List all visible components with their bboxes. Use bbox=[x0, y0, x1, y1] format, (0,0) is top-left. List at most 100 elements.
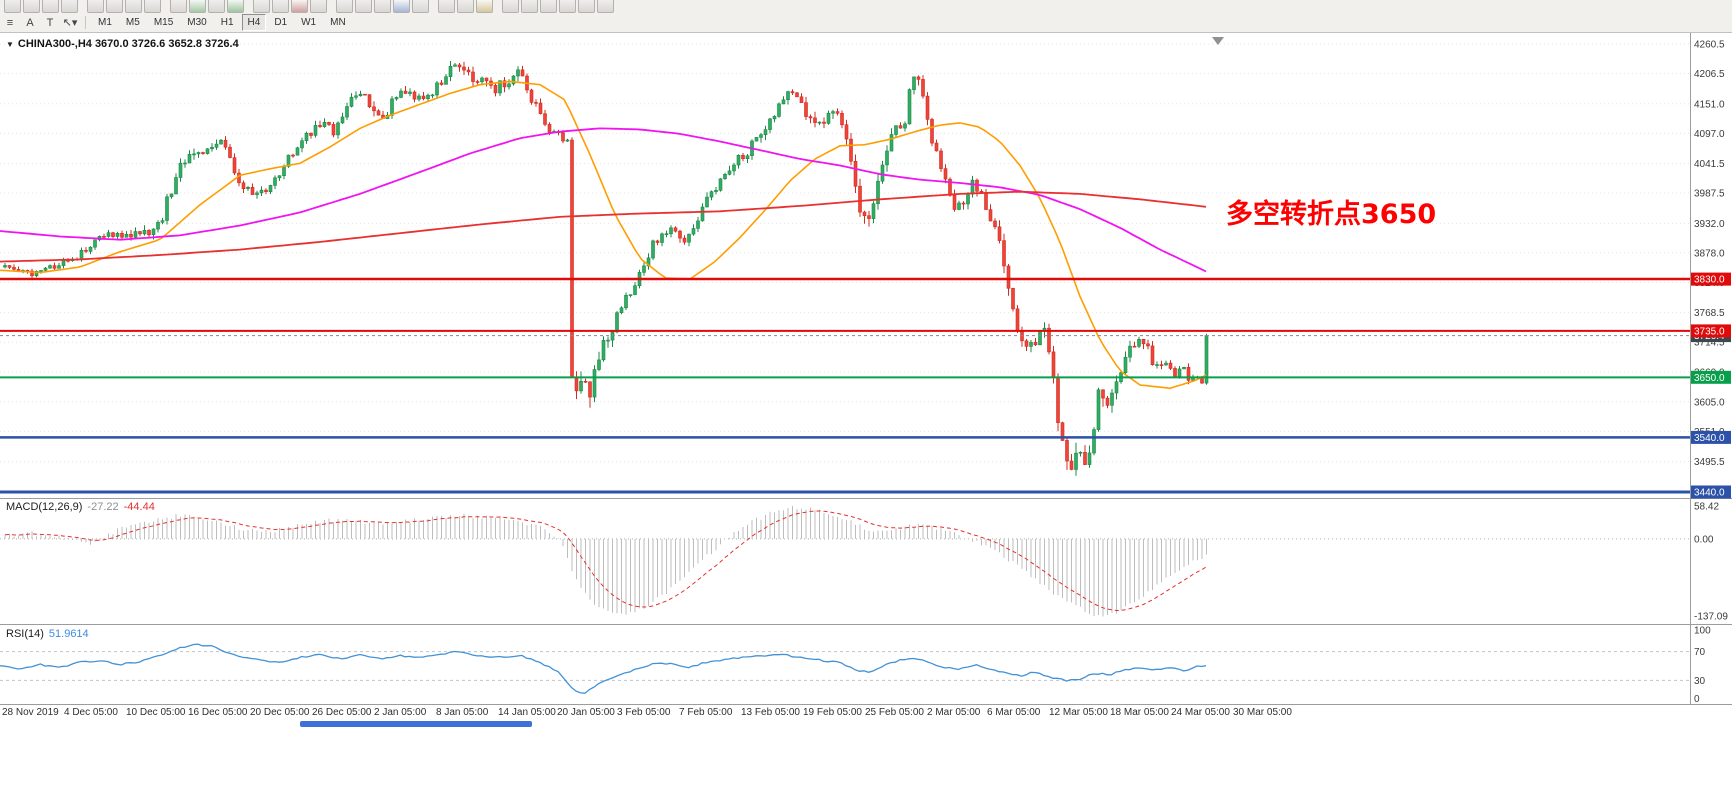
terminal-icon[interactable] bbox=[144, 0, 161, 13]
timeframe-h4-button[interactable]: H4 bbox=[241, 14, 267, 31]
rsi-panel bbox=[0, 643, 1690, 694]
symbol-dropdown-icon[interactable]: ▼ bbox=[6, 39, 14, 49]
market-watch-icon[interactable] bbox=[87, 0, 104, 13]
price-axis: 4260.5 4206.5 4151.0 4097.0 4041.5 3987.5 3932… bbox=[1694, 40, 1725, 499]
svg-text:4260.5: 4260.5 bbox=[1694, 40, 1725, 51]
svg-text:0: 0 bbox=[1694, 694, 1700, 705]
horizontal-line-icon[interactable] bbox=[540, 0, 557, 13]
rsi-line bbox=[0, 643, 1207, 694]
auto-arrange-icon[interactable] bbox=[374, 0, 391, 13]
text-tool-button[interactable]: T bbox=[46, 16, 54, 29]
svg-text:3987.5: 3987.5 bbox=[1694, 189, 1725, 200]
autotrading-icon[interactable] bbox=[227, 0, 244, 13]
chart-candles-icon[interactable] bbox=[291, 0, 308, 13]
new-chart-icon[interactable] bbox=[23, 0, 40, 13]
svg-text:3605.0: 3605.0 bbox=[1694, 397, 1725, 408]
indicators-icon[interactable] bbox=[438, 0, 455, 13]
help-icon[interactable] bbox=[597, 0, 614, 13]
svg-text:19 Feb 05:00: 19 Feb 05:00 bbox=[803, 707, 862, 718]
svg-text:8 Jan 05:00: 8 Jan 05:00 bbox=[436, 707, 489, 718]
svg-text:3650.0: 3650.0 bbox=[1694, 373, 1725, 384]
macd-signal-line bbox=[4, 510, 1207, 612]
chart-title: ▼ CHINA300-,H4 3670.0 3726.6 3652.8 3726… bbox=[6, 38, 239, 50]
toolbar-separator bbox=[85, 16, 86, 29]
cascade-windows-icon[interactable] bbox=[412, 0, 429, 13]
chart-line-icon[interactable] bbox=[310, 0, 327, 13]
svg-text:100: 100 bbox=[1694, 626, 1711, 637]
svg-text:4151.0: 4151.0 bbox=[1694, 99, 1725, 110]
menu-icon[interactable] bbox=[4, 0, 21, 13]
strategy-tester-icon[interactable] bbox=[170, 0, 187, 13]
fibonacci-icon[interactable] bbox=[578, 0, 595, 13]
timeframe-mn-button[interactable]: MN bbox=[330, 17, 346, 28]
svg-text:4097.0: 4097.0 bbox=[1694, 129, 1725, 140]
svg-text:3768.5: 3768.5 bbox=[1694, 308, 1725, 319]
menu-lines-button[interactable]: ≡ bbox=[6, 16, 14, 29]
svg-text:6 Mar 05:00: 6 Mar 05:00 bbox=[987, 707, 1041, 718]
svg-text:58.42: 58.42 bbox=[1694, 502, 1719, 513]
svg-text:16 Dec 05:00: 16 Dec 05:00 bbox=[188, 707, 248, 718]
timeframe-d1-button[interactable]: D1 bbox=[274, 17, 288, 28]
timeframe-w1-button[interactable]: W1 bbox=[301, 17, 317, 28]
chart-bars-icon[interactable] bbox=[272, 0, 289, 13]
profiles-icon[interactable] bbox=[61, 0, 78, 13]
svg-text:20 Dec 05:00: 20 Dec 05:00 bbox=[250, 707, 310, 718]
toolbar-tools: ≡ A T ↖▾ bbox=[0, 15, 80, 30]
chart-title-text: CHINA300-,H4 3670.0 3726.6 3652.8 3726.4 bbox=[17, 38, 239, 50]
new-order-icon[interactable] bbox=[189, 0, 206, 13]
vertical-line-icon[interactable] bbox=[521, 0, 538, 13]
timeframe-bar: M1 M5 M15 M30 H1 H4 D1 W1 MN bbox=[91, 14, 353, 31]
svg-text:3878.0: 3878.0 bbox=[1694, 248, 1725, 259]
rsi-value: 51.9614 bbox=[48, 628, 89, 640]
arrow-tool-button[interactable]: ↖▾ bbox=[62, 17, 78, 29]
svg-text:0.00: 0.00 bbox=[1694, 534, 1714, 545]
metaeditor-icon[interactable] bbox=[208, 0, 225, 13]
zoom-in-icon[interactable] bbox=[336, 0, 353, 13]
grid-layer bbox=[0, 43, 1690, 493]
data-window-icon[interactable] bbox=[106, 0, 123, 13]
price-tag-3650.0: 3650.0 bbox=[1691, 370, 1731, 384]
toolbar-main bbox=[0, 0, 1732, 14]
svg-text:10 Dec 05:00: 10 Dec 05:00 bbox=[126, 707, 186, 718]
svg-text:3735.0: 3735.0 bbox=[1694, 326, 1725, 337]
hlines-layer bbox=[0, 277, 1690, 494]
svg-text:3440.0: 3440.0 bbox=[1694, 488, 1725, 499]
timeframe-h1-button[interactable]: H1 bbox=[220, 17, 234, 28]
crosshair-icon[interactable] bbox=[502, 0, 519, 13]
fullscreen-icon[interactable] bbox=[253, 0, 270, 13]
toolbar-secondary: ≡ A T ↖▾ M1 M5 M15 M30 H1 H4 D1 W1 MN bbox=[0, 13, 1732, 33]
svg-text:28 Nov 2019: 28 Nov 2019 bbox=[2, 707, 59, 718]
timeframe-m1-button[interactable]: M1 bbox=[98, 17, 112, 28]
svg-text:3 Feb 05:00: 3 Feb 05:00 bbox=[617, 707, 671, 718]
macd-name: MACD(12,26,9) bbox=[6, 501, 83, 513]
svg-text:18 Mar 05:00: 18 Mar 05:00 bbox=[1110, 707, 1169, 718]
cursor-a-button[interactable]: A bbox=[26, 16, 34, 29]
timeframe-m30-button[interactable]: M30 bbox=[187, 17, 207, 28]
svg-text:3932.0: 3932.0 bbox=[1694, 219, 1725, 230]
open-chart-icon[interactable] bbox=[42, 0, 59, 13]
templates-icon[interactable] bbox=[476, 0, 493, 13]
svg-text:30 Mar 05:00: 30 Mar 05:00 bbox=[1233, 707, 1292, 718]
trendline-icon[interactable] bbox=[559, 0, 576, 13]
timeframe-m5-button[interactable]: M5 bbox=[125, 17, 140, 28]
rsi-scale: 100 70 30 0 bbox=[1694, 626, 1711, 706]
svg-text:30: 30 bbox=[1694, 676, 1706, 687]
chart-annotation: 多空转折点3650 bbox=[1226, 199, 1437, 230]
svg-text:24 Mar 05:00: 24 Mar 05:00 bbox=[1171, 707, 1230, 718]
rsi-name: RSI(14) bbox=[6, 628, 44, 640]
timeframe-m15-button[interactable]: M15 bbox=[153, 17, 174, 28]
zoom-out-icon[interactable] bbox=[355, 0, 372, 13]
svg-text:4041.5: 4041.5 bbox=[1694, 159, 1725, 170]
periods-icon[interactable] bbox=[457, 0, 474, 13]
macd-label: MACD(12,26,9) -27.22 -44.44 bbox=[6, 501, 160, 513]
macd-value-signal: -44.44 bbox=[123, 501, 155, 513]
svg-text:3495.5: 3495.5 bbox=[1694, 457, 1725, 468]
navigator-icon[interactable] bbox=[125, 0, 142, 13]
tile-windows-icon[interactable] bbox=[393, 0, 410, 13]
background-window-fragment bbox=[300, 721, 532, 727]
price-tag-3735.0: 3735.0 bbox=[1691, 324, 1731, 338]
macd-panel bbox=[0, 506, 1690, 617]
price-tag-3830.0: 3830.0 bbox=[1691, 272, 1731, 286]
time-axis: 28 Nov 2019 4 Dec 05:00 10 Dec 05:00 16 Dec… bbox=[2, 707, 1292, 718]
